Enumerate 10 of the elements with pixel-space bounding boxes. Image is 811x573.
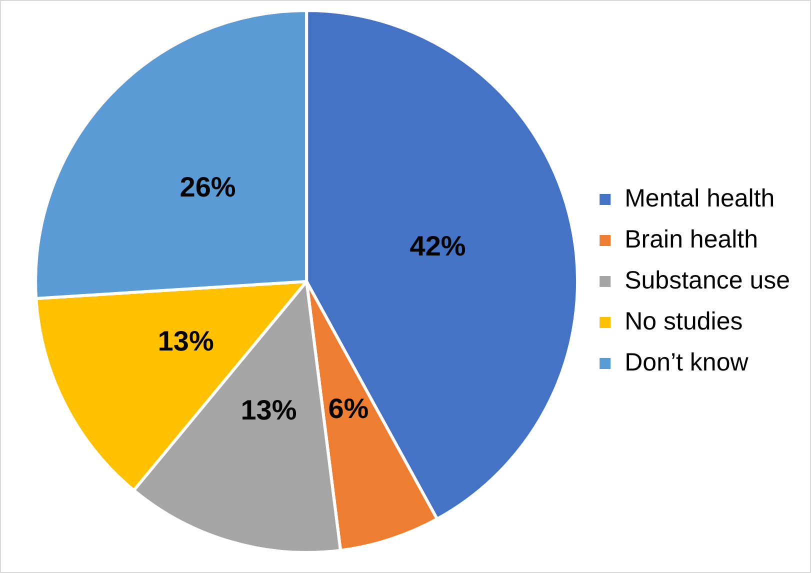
legend-label: Don’t know	[624, 348, 750, 376]
data-label: 6%	[328, 393, 369, 424]
data-label: 13%	[240, 394, 297, 426]
data-label: 26%	[180, 171, 236, 202]
legend-label: Substance use	[624, 266, 790, 294]
data-label: 13%	[158, 326, 214, 357]
legend-label: Brain health	[624, 225, 758, 254]
legend-label: Mental health	[624, 184, 775, 212]
legend-label: No studies	[624, 307, 743, 336]
data-label: 42%	[410, 230, 466, 262]
